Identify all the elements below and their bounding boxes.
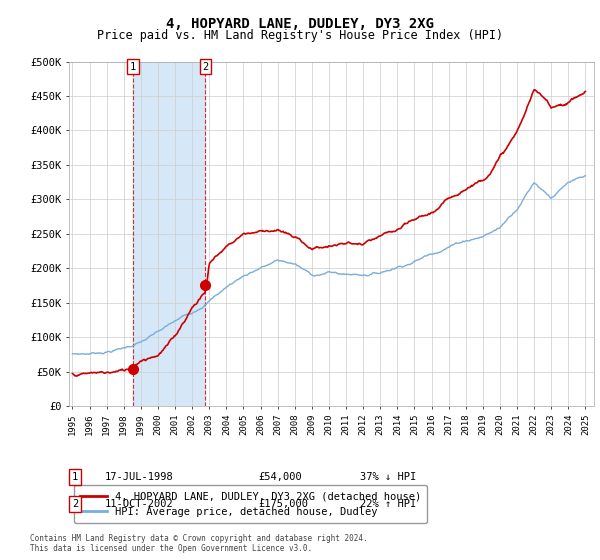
Legend: 4, HOPYARD LANE, DUDLEY, DY3 2XG (detached house), HPI: Average price, detached : 4, HOPYARD LANE, DUDLEY, DY3 2XG (detach… [74,486,427,523]
Text: £175,000: £175,000 [258,499,308,509]
Text: 2: 2 [72,499,78,509]
Text: 11-OCT-2002: 11-OCT-2002 [105,499,174,509]
Text: £54,000: £54,000 [258,472,302,482]
Text: Contains HM Land Registry data © Crown copyright and database right 2024.
This d: Contains HM Land Registry data © Crown c… [30,534,368,553]
Text: 4, HOPYARD LANE, DUDLEY, DY3 2XG: 4, HOPYARD LANE, DUDLEY, DY3 2XG [166,17,434,31]
Text: 2: 2 [202,62,209,72]
Text: 1: 1 [130,62,136,72]
Text: 37% ↓ HPI: 37% ↓ HPI [360,472,416,482]
Text: 17-JUL-1998: 17-JUL-1998 [105,472,174,482]
Text: Price paid vs. HM Land Registry's House Price Index (HPI): Price paid vs. HM Land Registry's House … [97,29,503,42]
Bar [133,62,205,406]
Text: 22% ↑ HPI: 22% ↑ HPI [360,499,416,509]
Text: 1: 1 [72,472,78,482]
